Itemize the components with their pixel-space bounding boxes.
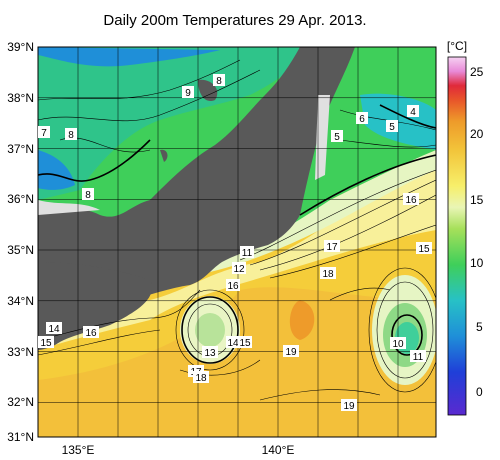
svg-text:5: 5 bbox=[389, 122, 395, 133]
cold-patch-north bbox=[38, 47, 220, 67]
colorbar-tick: 25 bbox=[470, 65, 484, 79]
contour-label: 19 bbox=[341, 399, 357, 412]
japan-sea-cold bbox=[38, 47, 300, 200]
contour-label: 19 bbox=[283, 345, 299, 358]
coastal-mask bbox=[38, 200, 100, 215]
contour-label: 16 bbox=[403, 193, 419, 206]
cold-patch-west bbox=[38, 150, 75, 190]
lat-label: 33°N bbox=[7, 345, 34, 359]
svg-text:6: 6 bbox=[359, 114, 365, 125]
colorbar: [°C] 25 20 15 10 5 0 bbox=[447, 39, 484, 416]
contour-label-layer: 9 8 7 8 5 6 5 4 8 16 17 15 18 11 12 16 1… bbox=[38, 74, 432, 412]
warm-sea-south bbox=[38, 287, 436, 437]
contour-label: 16 bbox=[226, 279, 240, 292]
colorbar-tick: 10 bbox=[470, 256, 484, 270]
contour-label: 4 bbox=[407, 105, 419, 118]
contour-label: 13 bbox=[202, 346, 218, 359]
contour-lines bbox=[38, 59, 436, 401]
svg-text:15: 15 bbox=[40, 338, 52, 349]
lat-label: 34°N bbox=[7, 294, 34, 308]
svg-text:15: 15 bbox=[418, 244, 430, 255]
svg-text:19: 19 bbox=[285, 347, 297, 358]
lat-label: 38°N bbox=[7, 91, 34, 105]
svg-text:12: 12 bbox=[233, 264, 245, 275]
svg-text:16: 16 bbox=[227, 281, 239, 292]
contour-label: 8 bbox=[65, 128, 77, 141]
lat-lon-grid bbox=[38, 47, 436, 437]
longitude-labels: 135°E 140°E bbox=[62, 443, 295, 457]
contour-label: 5 bbox=[386, 120, 398, 133]
svg-text:13: 13 bbox=[204, 348, 216, 359]
contour-label: 10 bbox=[390, 337, 406, 350]
contour-label: 16 bbox=[83, 326, 99, 339]
contour-label: 15 bbox=[38, 336, 54, 349]
svg-text:14: 14 bbox=[227, 338, 239, 349]
lon-label: 135°E bbox=[62, 443, 95, 457]
contour-label: 14 bbox=[226, 336, 240, 349]
cold-eddy-inner bbox=[195, 313, 225, 347]
svg-text:8: 8 bbox=[216, 76, 222, 87]
contour-label: 5 bbox=[331, 130, 343, 143]
svg-text:11: 11 bbox=[413, 352, 424, 363]
contour-label: 11 bbox=[410, 350, 426, 363]
hot-patch bbox=[289, 300, 315, 340]
svg-text:16: 16 bbox=[85, 328, 97, 339]
honshu-land bbox=[38, 47, 355, 328]
svg-text:7: 7 bbox=[41, 128, 47, 139]
colorbar-tick: 20 bbox=[470, 127, 484, 141]
svg-text:8: 8 bbox=[68, 130, 74, 141]
sado-island bbox=[198, 79, 218, 102]
lat-label: 37°N bbox=[7, 142, 34, 156]
svg-text:19: 19 bbox=[343, 401, 355, 412]
contour-label: 6 bbox=[356, 112, 368, 125]
contour-label: 18 bbox=[320, 267, 336, 280]
svg-text:4: 4 bbox=[410, 107, 416, 118]
contour-label: 11 bbox=[240, 246, 254, 259]
lat-label: 39°N bbox=[7, 40, 34, 54]
map-area bbox=[38, 47, 436, 437]
contour-label: 15 bbox=[238, 336, 252, 349]
svg-text:14: 14 bbox=[48, 324, 60, 335]
lon-label: 140°E bbox=[262, 443, 295, 457]
svg-text:11: 11 bbox=[242, 248, 253, 259]
contour-label: 18 bbox=[193, 371, 209, 384]
svg-text:10: 10 bbox=[392, 339, 404, 350]
colorbar-unit: [°C] bbox=[447, 39, 467, 53]
latitude-labels: 39°N 38°N 37°N 36°N 35°N 34°N 33°N 32°N … bbox=[7, 40, 34, 444]
contour-label: 17 bbox=[324, 240, 340, 253]
svg-text:18: 18 bbox=[322, 269, 334, 280]
contour-label: 8 bbox=[213, 74, 225, 87]
noto-tip bbox=[160, 149, 168, 162]
svg-text:15: 15 bbox=[239, 338, 251, 349]
map-title: Daily 200m Temperatures 29 Apr. 2013. bbox=[103, 12, 367, 29]
colorbar-tick: 15 bbox=[470, 193, 484, 207]
svg-text:17: 17 bbox=[326, 242, 338, 253]
lat-label: 35°N bbox=[7, 243, 34, 257]
shikoku-land bbox=[38, 262, 152, 350]
lat-label: 32°N bbox=[7, 395, 34, 409]
svg-text:8: 8 bbox=[85, 190, 91, 201]
contour-label: 15 bbox=[416, 242, 432, 255]
contour-label: 12 bbox=[232, 262, 246, 275]
contour-label: 7 bbox=[38, 126, 50, 139]
contour-label: 9 bbox=[182, 86, 194, 99]
coastal-mask-east bbox=[315, 95, 330, 180]
contour-label: 8 bbox=[82, 188, 94, 201]
lat-label: 31°N bbox=[7, 430, 34, 444]
map-frame bbox=[37, 46, 437, 438]
colorbar-scale bbox=[447, 56, 467, 416]
svg-text:9: 9 bbox=[185, 88, 191, 99]
lat-label: 36°N bbox=[7, 192, 34, 206]
contour-label: 14 bbox=[46, 322, 62, 335]
svg-text:18: 18 bbox=[195, 373, 207, 384]
svg-text:5: 5 bbox=[334, 132, 340, 143]
svg-text:16: 16 bbox=[405, 195, 417, 206]
colorbar-tick: 5 bbox=[476, 320, 483, 334]
colorbar-tick: 0 bbox=[476, 385, 483, 399]
